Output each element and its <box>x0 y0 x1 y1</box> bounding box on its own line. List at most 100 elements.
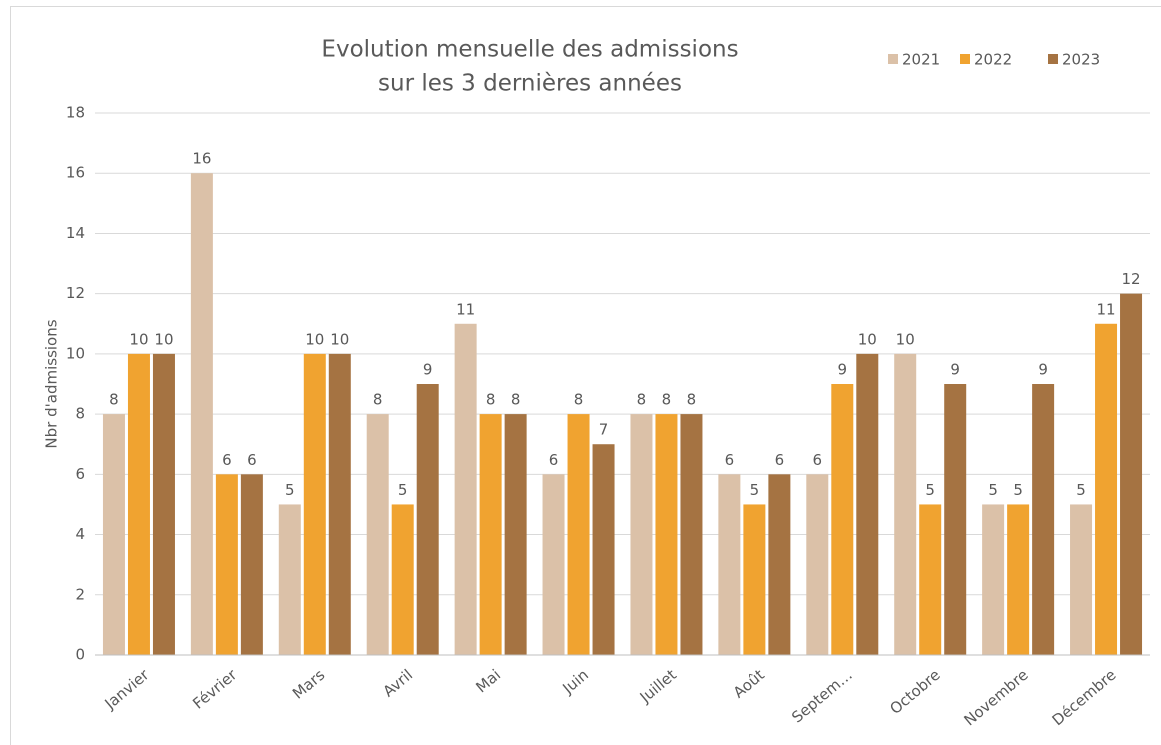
y-axis-label: Nbr d'admissions <box>43 319 61 448</box>
legend-label: 2021 <box>902 51 940 69</box>
bar <box>366 414 389 655</box>
bar <box>215 474 238 655</box>
y-tick-label: 14 <box>66 224 85 242</box>
data-label: 9 <box>423 361 433 379</box>
bar <box>504 414 527 655</box>
data-label: 6 <box>222 451 232 469</box>
data-label: 16 <box>192 150 211 168</box>
data-label: 8 <box>109 391 119 409</box>
bar <box>190 173 213 655</box>
y-tick-label: 4 <box>75 525 85 543</box>
bar <box>152 353 175 655</box>
legend-swatch <box>960 54 970 64</box>
y-tick-label: 8 <box>75 405 85 423</box>
y-tick-label: 18 <box>66 104 85 122</box>
bar <box>567 414 590 655</box>
data-label: 8 <box>373 391 383 409</box>
bar <box>1120 293 1143 655</box>
bar <box>127 353 150 655</box>
data-label: 9 <box>1038 361 1048 379</box>
data-label: 6 <box>775 451 785 469</box>
x-tick-label: Avril <box>380 666 417 701</box>
data-label: 8 <box>687 391 697 409</box>
bar <box>806 474 829 655</box>
x-tick-label: Septem… <box>788 666 855 727</box>
bar <box>592 444 615 655</box>
data-label: 8 <box>574 391 584 409</box>
bar <box>768 474 791 655</box>
data-label: 10 <box>858 330 877 348</box>
data-label: 8 <box>511 391 521 409</box>
bar <box>278 504 301 655</box>
chart-frame <box>10 6 1161 745</box>
bar <box>303 353 326 655</box>
data-label: 5 <box>1076 481 1086 499</box>
data-label: 10 <box>129 330 148 348</box>
data-label: 6 <box>247 451 257 469</box>
bar <box>718 474 741 655</box>
data-label: 9 <box>950 361 960 379</box>
bar <box>1032 384 1055 655</box>
bar <box>831 384 854 655</box>
bar <box>856 353 879 655</box>
x-tick-label: Juin <box>559 666 592 698</box>
y-tick-label: 2 <box>75 585 85 603</box>
data-label: 10 <box>305 330 324 348</box>
bar <box>391 504 414 655</box>
data-label: 6 <box>813 451 823 469</box>
data-label: 5 <box>398 481 408 499</box>
bar <box>630 414 653 655</box>
x-tick-label: Janvier <box>101 665 153 713</box>
legend-swatch <box>888 54 898 64</box>
data-label: 12 <box>1121 270 1140 288</box>
bar <box>655 414 678 655</box>
y-tick-label: 6 <box>75 465 85 483</box>
data-label: 6 <box>549 451 559 469</box>
chart-title: Evolution mensuelle des admissions <box>321 37 738 63</box>
data-label: 9 <box>838 361 848 379</box>
bar <box>982 504 1005 655</box>
data-label: 10 <box>154 330 173 348</box>
data-label: 8 <box>662 391 672 409</box>
x-tick-label: Novembre <box>960 666 1031 730</box>
data-label: 5 <box>925 481 935 499</box>
bar <box>1095 323 1118 655</box>
x-tick-label: Juillet <box>636 666 680 707</box>
x-tick-label: Mars <box>289 666 328 703</box>
bar <box>416 384 439 655</box>
y-tick-label: 12 <box>66 284 85 302</box>
bar <box>328 353 351 655</box>
data-label: 10 <box>330 330 349 348</box>
x-tick-label: Octobre <box>886 666 943 718</box>
bar <box>894 353 917 655</box>
bar <box>542 474 565 655</box>
data-label: 5 <box>1013 481 1023 499</box>
bar <box>240 474 263 655</box>
bar <box>944 384 967 655</box>
legend-label: 2022 <box>974 51 1012 69</box>
bar <box>1007 504 1030 655</box>
data-label: 5 <box>750 481 760 499</box>
x-tick-label: Février <box>189 665 241 713</box>
bar <box>680 414 703 655</box>
bar <box>102 414 125 655</box>
data-label: 5 <box>285 481 295 499</box>
data-label: 8 <box>486 391 496 409</box>
data-label: 6 <box>725 451 735 469</box>
bar <box>743 504 766 655</box>
y-tick-label: 10 <box>66 344 85 362</box>
data-label: 7 <box>599 421 609 439</box>
bar <box>479 414 502 655</box>
data-label: 11 <box>1096 300 1115 318</box>
x-tick-label: Août <box>730 666 768 702</box>
chart-title: sur les 3 dernières années <box>378 71 682 97</box>
x-tick-label: Décembre <box>1049 666 1120 730</box>
bar <box>1070 504 1093 655</box>
y-tick-label: 16 <box>66 164 85 182</box>
data-label: 8 <box>637 391 647 409</box>
data-label: 5 <box>988 481 998 499</box>
data-label: 10 <box>896 330 915 348</box>
bar <box>454 323 477 655</box>
bar <box>919 504 942 655</box>
